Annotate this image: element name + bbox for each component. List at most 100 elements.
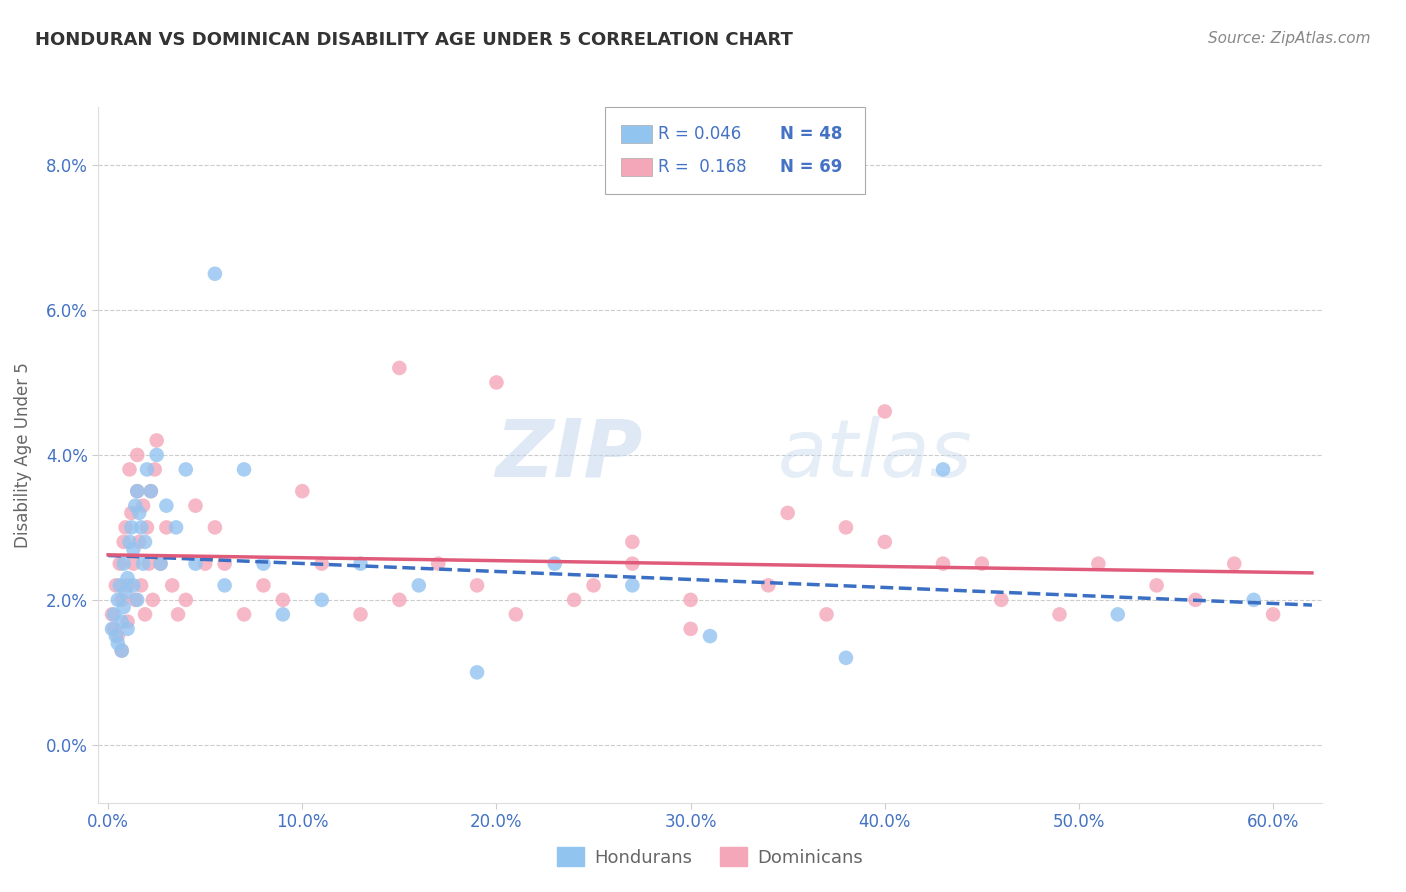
Point [120,520,142,534]
Point [103,607,125,622]
Point [107,629,129,643]
Point [1049,607,1071,622]
Point [756,578,779,592]
Point [142,592,165,607]
Point [129,520,152,534]
Y-axis label: Disability Age Under 5: Disability Age Under 5 [14,362,32,548]
Point [127,592,149,607]
Point [136,462,159,476]
Point [139,484,162,499]
Point [835,520,858,534]
Point [621,534,644,549]
Point [388,592,411,607]
Point [155,520,177,534]
Point [582,578,605,592]
Point [134,607,156,622]
Point [621,578,644,592]
Point [122,557,145,571]
Point [505,607,527,622]
Point [1184,592,1206,607]
Point [1261,607,1284,622]
Point [145,448,167,462]
Point [111,643,134,657]
Point [114,520,136,534]
Point [214,557,236,571]
Point [124,499,146,513]
Point [204,267,226,281]
Point [122,542,145,557]
Point [138,557,160,571]
Point [108,557,131,571]
Point [114,585,136,599]
Point [128,534,150,549]
Point [621,557,644,571]
Point [108,578,131,592]
Point [194,557,217,571]
Point [117,622,139,636]
Point [699,629,721,643]
Point [107,636,129,650]
Point [132,557,155,571]
Point [139,484,162,499]
Point [128,506,150,520]
Point [252,578,274,592]
Point [271,592,294,607]
Point [127,484,149,499]
Point [1107,607,1129,622]
Point [291,484,314,499]
Point [104,578,127,592]
Point [111,615,134,629]
Point [990,592,1012,607]
Point [101,622,124,636]
Point [143,462,166,476]
Point [349,557,371,571]
Legend: Hondurans, Dominicans: Hondurans, Dominicans [550,840,870,874]
Point [184,499,207,513]
Point [776,506,799,520]
Point [155,499,177,513]
Point [485,376,508,390]
Point [174,462,197,476]
Point [112,557,135,571]
Point [134,534,156,549]
Point [112,534,135,549]
Point [184,557,207,571]
Point [101,607,124,622]
Point [160,578,183,592]
Point [127,484,149,499]
Text: N = 48: N = 48 [780,125,842,143]
Point [679,622,702,636]
Point [679,592,702,607]
Point [104,629,127,643]
Point [149,557,172,571]
Point [233,607,256,622]
Point [120,506,142,520]
Point [271,607,294,622]
Point [873,404,896,418]
Point [465,665,488,680]
Point [427,557,450,571]
Point [204,520,226,534]
Text: R =  0.168: R = 0.168 [658,158,747,176]
Point [873,534,896,549]
Text: Source: ZipAtlas.com: Source: ZipAtlas.com [1208,31,1371,46]
Point [127,448,149,462]
Point [124,592,146,607]
Point [118,534,141,549]
Point [107,592,129,607]
Point [136,520,159,534]
Point [562,592,585,607]
Point [835,651,858,665]
Point [1243,592,1265,607]
Point [112,600,135,615]
Point [815,607,838,622]
Point [1146,578,1168,592]
Point [165,520,187,534]
Point [932,462,955,476]
Text: HONDURAN VS DOMINICAN DISABILITY AGE UNDER 5 CORRELATION CHART: HONDURAN VS DOMINICAN DISABILITY AGE UND… [35,31,793,49]
Point [118,462,141,476]
Point [311,592,333,607]
Point [214,578,236,592]
Point [408,578,430,592]
Point [111,643,134,657]
